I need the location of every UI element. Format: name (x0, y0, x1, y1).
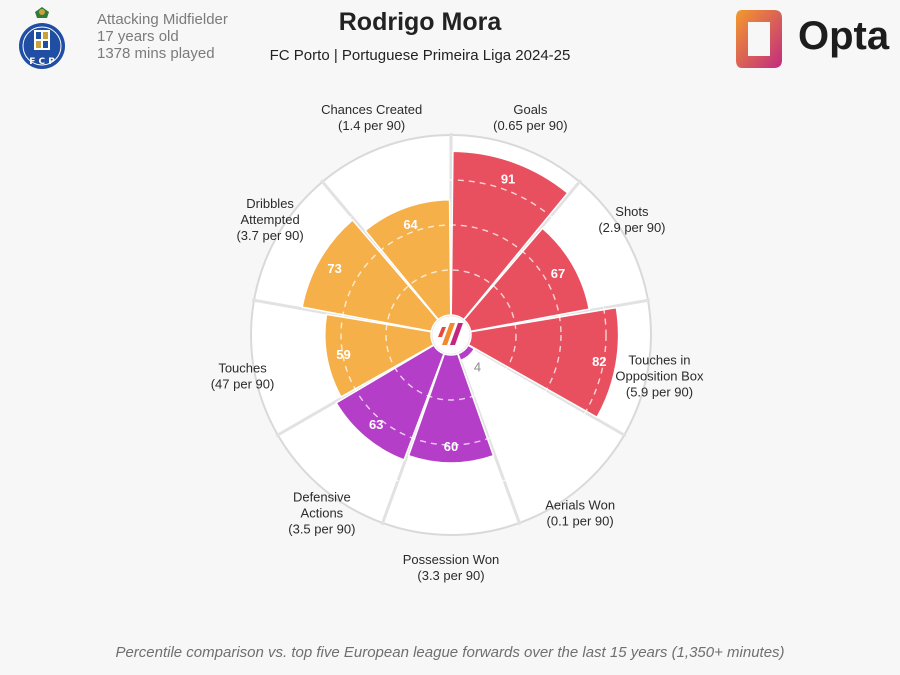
radar-category-label: Shots (2.9 per 90) (598, 204, 665, 235)
radar-bar (324, 313, 435, 398)
center-logo-mark (442, 323, 455, 345)
center-logo-mark (438, 327, 446, 337)
radar-category-label: Goals (0.65 per 90) (493, 102, 567, 133)
radar-category-label: Dribbles Attempted (3.7 per 90) (236, 196, 303, 243)
radar-value-label: 67 (551, 266, 565, 281)
chart-title: Rodrigo Mora (338, 8, 502, 36)
radar-category-label: Touches in Opposition Box (5.9 per 90) (615, 352, 704, 399)
radar-value-label: 91 (501, 171, 515, 186)
footnote: Percentile comparison vs. top five Europ… (115, 644, 785, 661)
radar-category-label: Possession Won (3.3 per 90) (403, 552, 500, 583)
player-meta: Attacking Midfielder 17 years old 1378 m… (97, 11, 228, 62)
radar-value-label: 60 (444, 439, 458, 454)
fc-porto-crest: F C P (19, 7, 65, 69)
center-logo-badge (431, 315, 471, 355)
radar-bar (364, 199, 452, 321)
radar-grid-ring (295, 179, 607, 491)
radar-category-label: Chances Created (1.4 per 90) (321, 102, 422, 133)
radar-bar (335, 344, 445, 461)
radar-value-label: 64 (403, 217, 418, 232)
radar-category-label: Aerials Won (0.1 per 90) (545, 498, 615, 529)
radar-category-label: Touches (47 per 90) (211, 360, 275, 391)
radar-value-label: 59 (336, 347, 350, 362)
radar-bar (301, 218, 440, 333)
radar-value-label: 73 (327, 261, 341, 276)
player-age: 17 years old (97, 28, 179, 45)
radar-grid-ring (385, 269, 517, 401)
opta-logo-text: Opta (798, 14, 890, 58)
radar-bar (450, 150, 569, 321)
radar-bar (407, 352, 495, 464)
opta-logo-icon (736, 10, 782, 68)
svg-text:F C P: F C P (29, 57, 55, 67)
player-minutes: 1378 mins played (97, 45, 215, 62)
radar-bar (462, 227, 591, 333)
player-position: Attacking Midfielder (97, 11, 228, 28)
center-logo-mark (450, 323, 463, 345)
chart-subtitle: FC Porto | Portuguese Primeira Liga 2024… (269, 47, 571, 64)
radar-bar (467, 306, 620, 419)
radar-value-label: 4 (474, 360, 481, 375)
radar-value-label: 63 (369, 417, 383, 432)
radar-grid-ring (340, 224, 562, 446)
radar-category-label: Defensive Actions (3.5 per 90) (288, 490, 355, 537)
radar-value-label: 82 (592, 354, 606, 369)
